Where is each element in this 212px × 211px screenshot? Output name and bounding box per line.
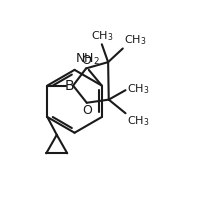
Text: NH$_2$: NH$_2$ — [75, 52, 100, 67]
Text: CH$_3$: CH$_3$ — [127, 114, 149, 128]
Text: CH$_3$: CH$_3$ — [124, 33, 146, 47]
Text: B: B — [64, 78, 74, 93]
Text: O: O — [81, 54, 91, 67]
Text: CH$_3$: CH$_3$ — [91, 29, 113, 43]
Text: O: O — [82, 104, 92, 117]
Text: CH$_3$: CH$_3$ — [127, 82, 149, 96]
